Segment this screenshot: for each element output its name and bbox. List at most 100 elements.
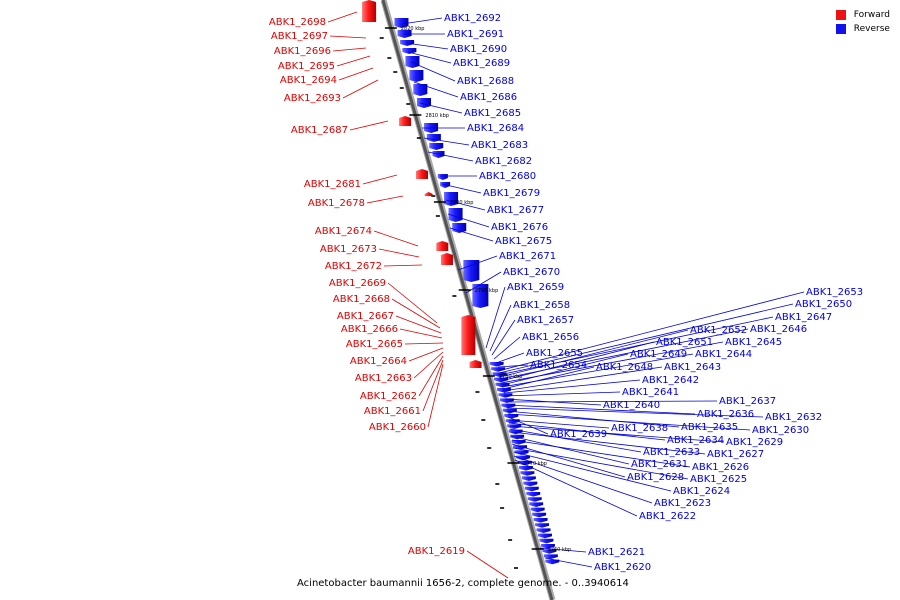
gene-label-abk1-2627[interactable]: ABK1_2627 (707, 449, 764, 460)
gene-label-abk1-2679[interactable]: ABK1_2679 (483, 188, 540, 199)
gene-label-abk1-2649[interactable]: ABK1_2649 (630, 349, 687, 360)
gene-label-abk1-2643[interactable]: ABK1_2643 (664, 362, 721, 373)
leader-line (465, 271, 502, 294)
gene-label-abk1-2692[interactable]: ABK1_2692 (444, 13, 501, 24)
gene-label-abk1-2674[interactable]: ABK1_2674 (315, 226, 372, 237)
gene-label-abk1-2637[interactable]: ABK1_2637 (719, 396, 776, 407)
leader-line (349, 120, 389, 131)
gene-label-abk1-2686[interactable]: ABK1_2686 (460, 92, 517, 103)
gene-label-abk1-2658[interactable]: ABK1_2658 (513, 300, 570, 311)
gene-label-abk1-2630[interactable]: ABK1_2630 (752, 425, 809, 436)
gene-label-abk1-2683[interactable]: ABK1_2683 (471, 140, 528, 151)
leader-line (507, 416, 549, 435)
reverse-gene-block (540, 544, 555, 549)
gene-label-abk1-2695[interactable]: ABK1_2695 (278, 61, 335, 72)
gene-label-abk1-2656[interactable]: ABK1_2656 (522, 332, 579, 343)
gene-label-abk1-2650[interactable]: ABK1_2650 (795, 299, 852, 310)
gene-label-abk1-2682[interactable]: ABK1_2682 (475, 156, 532, 167)
leader-line (378, 248, 420, 258)
gene-label-abk1-2662[interactable]: ABK1_2662 (360, 391, 417, 402)
gene-label-abk1-2681[interactable]: ABK1_2681 (304, 179, 361, 190)
leader-line (447, 213, 490, 228)
gene-label-abk1-2653[interactable]: ABK1_2653 (806, 287, 863, 298)
gene-label-abk1-2651[interactable]: ABK1_2651 (656, 337, 713, 348)
gene-label-abk1-2621[interactable]: ABK1_2621 (588, 547, 645, 558)
gene-label-abk1-2684[interactable]: ABK1_2684 (467, 123, 524, 134)
gene-label-abk1-2625[interactable]: ABK1_2625 (690, 474, 747, 485)
reverse-gene-block (498, 393, 513, 398)
gene-label-abk1-2646[interactable]: ABK1_2646 (750, 324, 807, 335)
gene-label-abk1-2624[interactable]: ABK1_2624 (673, 486, 730, 497)
gene-label-abk1-2639[interactable]: ABK1_2639 (550, 429, 607, 440)
gene-label-abk1-2629[interactable]: ABK1_2629 (726, 437, 783, 448)
gene-label-abk1-2691[interactable]: ABK1_2691 (447, 29, 504, 40)
gene-label-abk1-2657[interactable]: ABK1_2657 (517, 315, 574, 326)
gene-label-abk1-2669[interactable]: ABK1_2669 (329, 278, 386, 289)
leader-line (395, 315, 442, 334)
gene-label-abk1-2661[interactable]: ABK1_2661 (364, 406, 421, 417)
gene-label-abk1-2698[interactable]: ABK1_2698 (269, 17, 326, 28)
gene-label-abk1-2647[interactable]: ABK1_2647 (775, 312, 832, 323)
gene-label-abk1-2667[interactable]: ABK1_2667 (337, 311, 394, 322)
gene-label-abk1-2687[interactable]: ABK1_2687 (291, 125, 348, 136)
gene-label-abk1-2668[interactable]: ABK1_2668 (333, 294, 390, 305)
gene-label-abk1-2623[interactable]: ABK1_2623 (654, 498, 711, 509)
gene-label-abk1-2680[interactable]: ABK1_2680 (479, 171, 536, 182)
gene-label-abk1-2636[interactable]: ABK1_2636 (697, 409, 754, 420)
gene-label-abk1-2670[interactable]: ABK1_2670 (503, 267, 560, 278)
gene-label-abk1-2672[interactable]: ABK1_2672 (325, 261, 382, 272)
gene-label-abk1-2645[interactable]: ABK1_2645 (725, 337, 782, 348)
gene-label-abk1-2642[interactable]: ABK1_2642 (642, 375, 699, 386)
gene-label-abk1-2635[interactable]: ABK1_2635 (681, 422, 738, 433)
reverse-gene-block (402, 48, 417, 54)
gene-label-abk1-2640[interactable]: ABK1_2640 (603, 400, 660, 411)
gene-label-abk1-2676[interactable]: ABK1_2676 (491, 222, 548, 233)
forward-gene-block (440, 253, 453, 265)
gene-label-abk1-2654[interactable]: ABK1_2654 (530, 360, 587, 371)
gene-label-abk1-2632[interactable]: ABK1_2632 (765, 412, 822, 423)
gene-label-abk1-2620[interactable]: ABK1_2620 (594, 562, 651, 573)
leader-line (497, 291, 805, 372)
reverse-gene-block (532, 512, 547, 518)
gene-label-abk1-2665[interactable]: ABK1_2665 (346, 339, 403, 350)
gene-label-abk1-2677[interactable]: ABK1_2677 (487, 205, 544, 216)
gene-label-abk1-2638[interactable]: ABK1_2638 (611, 423, 668, 434)
reverse-gene-block (545, 559, 560, 565)
gene-label-abk1-2619[interactable]: ABK1_2619 (408, 546, 465, 557)
gene-label-abk1-2641[interactable]: ABK1_2641 (622, 387, 679, 398)
gene-label-abk1-2655[interactable]: ABK1_2655 (526, 348, 583, 359)
gene-label-abk1-2652[interactable]: ABK1_2652 (690, 325, 747, 336)
reverse-gene-block (515, 455, 530, 461)
gene-label-abk1-2634[interactable]: ABK1_2634 (667, 435, 724, 446)
gene-label-abk1-2697[interactable]: ABK1_2697 (271, 31, 328, 42)
gene-label-abk1-2622[interactable]: ABK1_2622 (639, 511, 696, 522)
gene-label-abk1-2659[interactable]: ABK1_2659 (507, 282, 564, 293)
legend-reverse: Reverse (835, 22, 890, 36)
gene-label-abk1-2696[interactable]: ABK1_2696 (274, 46, 331, 57)
legend-forward-swatch (835, 10, 846, 20)
leader-line (419, 102, 463, 114)
gene-label-abk1-2648[interactable]: ABK1_2648 (596, 362, 653, 373)
gene-label-abk1-2666[interactable]: ABK1_2666 (341, 324, 398, 335)
gene-label-abk1-2671[interactable]: ABK1_2671 (499, 251, 556, 262)
gene-label-abk1-2628[interactable]: ABK1_2628 (627, 472, 684, 483)
gene-label-abk1-2631[interactable]: ABK1_2631 (631, 459, 688, 470)
gene-label-abk1-2664[interactable]: ABK1_2664 (350, 356, 407, 367)
leader-line (507, 413, 751, 431)
leader-line (404, 342, 444, 345)
gene-label-abk1-2693[interactable]: ABK1_2693 (284, 93, 341, 104)
gene-label-abk1-2673[interactable]: ABK1_2673 (320, 244, 377, 255)
gene-label-abk1-2678[interactable]: ABK1_2678 (308, 198, 365, 209)
gene-label-abk1-2688[interactable]: ABK1_2688 (457, 76, 514, 87)
gene-label-abk1-2660[interactable]: ABK1_2660 (369, 422, 426, 433)
gene-label-abk1-2633[interactable]: ABK1_2633 (643, 447, 700, 458)
gene-label-abk1-2685[interactable]: ABK1_2685 (464, 108, 521, 119)
gene-label-abk1-2663[interactable]: ABK1_2663 (355, 373, 412, 384)
gene-label-abk1-2626[interactable]: ABK1_2626 (692, 462, 749, 473)
gene-label-abk1-2690[interactable]: ABK1_2690 (450, 44, 507, 55)
reverse-gene-block (489, 362, 504, 367)
gene-label-abk1-2694[interactable]: ABK1_2694 (280, 75, 337, 86)
gene-label-abk1-2689[interactable]: ABK1_2689 (453, 58, 510, 69)
gene-label-abk1-2644[interactable]: ABK1_2644 (695, 349, 752, 360)
gene-label-abk1-2675[interactable]: ABK1_2675 (495, 236, 552, 247)
